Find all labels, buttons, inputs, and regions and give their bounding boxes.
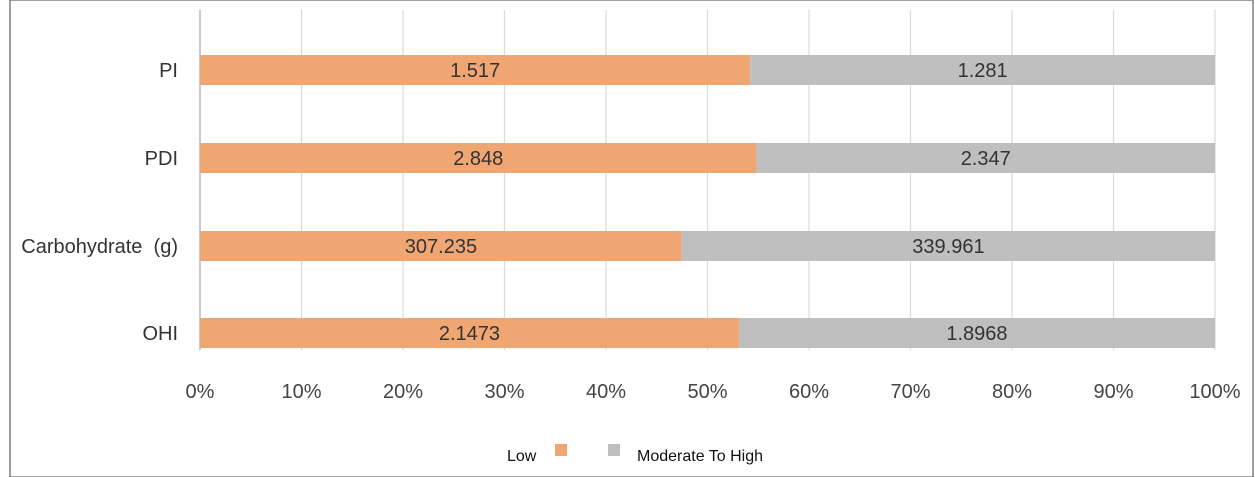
bar-moderate-to-high bbox=[738, 318, 1215, 348]
x-tick-label: 20% bbox=[383, 381, 423, 403]
x-tick-label: 60% bbox=[789, 381, 829, 403]
data-label: 1.8968 bbox=[946, 323, 1007, 345]
bar-moderate-to-high bbox=[681, 231, 1215, 261]
category-labels: PI PDI Carbohydrate (g) OHI bbox=[21, 60, 178, 345]
data-label: 1.517 bbox=[450, 60, 500, 82]
category-label: PI bbox=[159, 60, 178, 82]
bar-low bbox=[200, 55, 751, 85]
x-tick-label: 50% bbox=[687, 381, 727, 403]
data-label: 2.347 bbox=[961, 148, 1011, 170]
data-label: 307.235 bbox=[405, 236, 477, 258]
x-tick-label: 100% bbox=[1189, 381, 1240, 403]
bar-moderate-to-high bbox=[756, 143, 1215, 173]
legend-swatch-low bbox=[555, 444, 567, 456]
legend-label-moderate-to-high: Moderate To High bbox=[637, 448, 763, 465]
legend: Low Moderate To High bbox=[507, 444, 763, 465]
x-tick-label: 90% bbox=[1093, 381, 1133, 403]
x-tick-label: 30% bbox=[484, 381, 524, 403]
data-label: 2.1473 bbox=[439, 323, 500, 345]
bars: 1.517 1.281 2.848 2.347 307.235 339.961 2.1473… bbox=[200, 55, 1215, 348]
x-tick-label: 80% bbox=[992, 381, 1032, 403]
category-label: PDI bbox=[145, 148, 178, 170]
legend-swatch-moderate-to-high bbox=[608, 444, 620, 456]
bar-low bbox=[200, 143, 757, 173]
x-tick-label: 0% bbox=[186, 381, 215, 403]
bar-moderate-to-high bbox=[750, 55, 1215, 85]
data-label: 2.848 bbox=[453, 148, 503, 170]
x-axis-tick-labels: 0% 10% 20% 30% 40% 50% 60% 70% 80% 90% 100% bbox=[186, 381, 1241, 403]
bar-low bbox=[200, 318, 739, 348]
legend-label-low: Low bbox=[507, 448, 537, 465]
x-tick-label: 10% bbox=[281, 381, 321, 403]
category-label: OHI bbox=[142, 323, 178, 345]
x-tick-label: 70% bbox=[890, 381, 930, 403]
bar-low bbox=[200, 231, 682, 261]
data-label: 1.281 bbox=[958, 60, 1008, 82]
x-tick-label: 40% bbox=[586, 381, 626, 403]
category-label: Carbohydrate (g) bbox=[21, 236, 178, 258]
data-label: 339.961 bbox=[912, 236, 984, 258]
